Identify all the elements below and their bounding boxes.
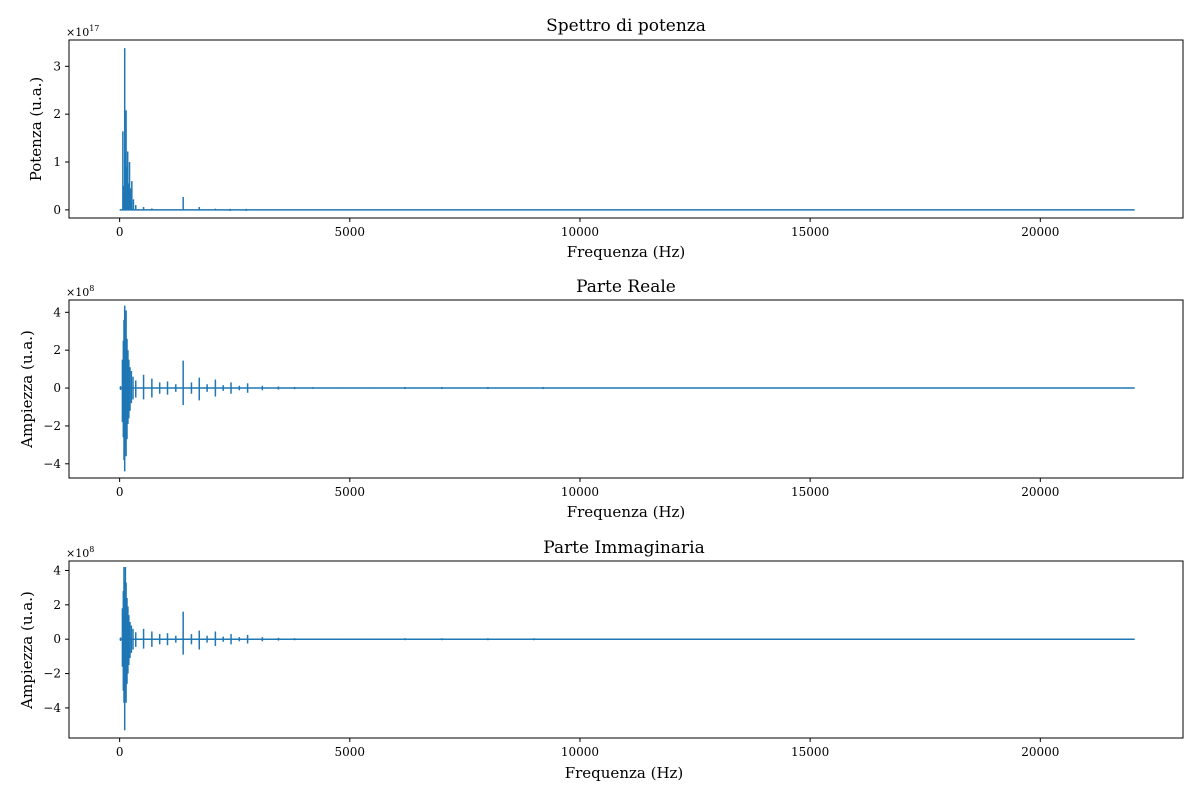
series-marks (119, 305, 1135, 472)
series-marks (119, 48, 1135, 211)
x-tick-label: 5000 (335, 485, 366, 499)
y-tick-label: −4 (43, 457, 61, 471)
x-axis-label: Frequenza (Hz) (567, 243, 686, 261)
y-tick-label: −2 (43, 667, 61, 681)
plot-title: Parte Reale (576, 277, 676, 297)
x-tick-label: 0 (116, 225, 124, 239)
y-tick-label: 1 (53, 155, 61, 169)
y-tick-label: 4 (53, 305, 61, 319)
x-tick-label: 10000 (561, 225, 599, 239)
x-tick-label: 20000 (1021, 745, 1059, 759)
y-axis-label: Ampiezza (u.a.) (18, 591, 36, 710)
x-tick-label: 20000 (1021, 225, 1059, 239)
y-tick-label: −2 (43, 419, 61, 433)
subplot-real: Parte Reale Frequenza (Hz) Ampiezza (u.a… (18, 277, 1184, 521)
y-axis-label: Ampiezza (u.a.) (18, 330, 36, 449)
series-marks (119, 567, 1135, 731)
ticks: 0 5000 10000 15000 20000 0 1 2 3 (53, 59, 1059, 239)
ticks: 0 5000 10000 15000 20000 −4 −2 0 2 4 (43, 305, 1059, 499)
y-tick-label: 0 (53, 203, 61, 217)
subplot-imag: Parte Immaginaria Frequenza (Hz) Ampiezz… (18, 538, 1184, 782)
x-axis-label: Frequenza (Hz) (565, 764, 684, 782)
x-axis-label: Frequenza (Hz) (567, 503, 686, 521)
y-tick-label: −4 (43, 701, 61, 715)
axes-frame (68, 39, 1184, 219)
y-offset-label: ×108 (66, 284, 94, 299)
y-tick-label: 3 (53, 59, 61, 73)
x-tick-label: 15000 (791, 225, 829, 239)
plot-title: Spettro di potenza (546, 16, 706, 36)
y-offset-label: ×108 (66, 545, 94, 560)
y-tick-label: 2 (53, 343, 61, 357)
x-tick-label: 0 (116, 485, 124, 499)
x-tick-label: 5000 (335, 745, 366, 759)
y-axis-label: Potenza (u.a.) (27, 77, 45, 182)
axes-frame (68, 560, 1184, 739)
x-tick-label: 0 (116, 745, 124, 759)
axes-frame (68, 299, 1184, 479)
y-tick-label: 4 (53, 563, 61, 577)
x-tick-label: 15000 (791, 485, 829, 499)
y-tick-label: 2 (53, 598, 61, 612)
x-tick-label: 10000 (561, 485, 599, 499)
x-tick-label: 20000 (1021, 485, 1059, 499)
ticks: 0 5000 10000 15000 20000 −4 −2 0 2 4 (43, 563, 1059, 759)
plot-title: Parte Immaginaria (543, 538, 704, 558)
y-tick-label: 0 (53, 632, 61, 646)
subplot-power: Spettro di potenza Frequenza (Hz) Potenz… (27, 16, 1184, 261)
y-tick-label: 2 (53, 107, 61, 121)
x-tick-label: 5000 (335, 225, 366, 239)
x-tick-label: 10000 (561, 745, 599, 759)
y-offset-label: ×1017 (66, 24, 99, 39)
y-tick-label: 0 (53, 381, 61, 395)
x-tick-label: 15000 (791, 745, 829, 759)
